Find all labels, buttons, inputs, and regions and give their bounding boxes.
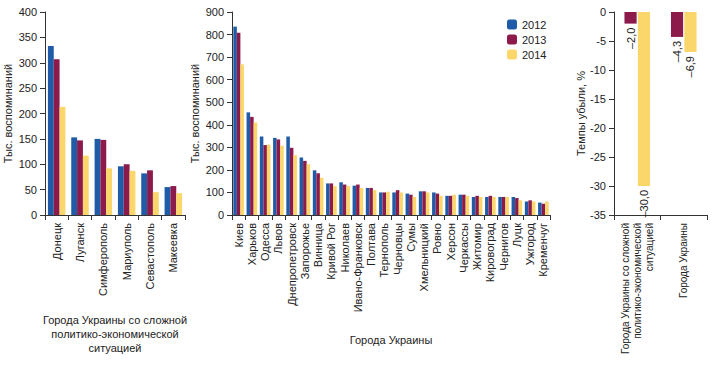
svg-text:300: 300 — [19, 57, 37, 69]
svg-text:200: 200 — [19, 108, 37, 120]
svg-text:-10: -10 — [590, 64, 606, 76]
svg-text:Луганск: Луганск — [74, 223, 86, 262]
svg-text:-25: -25 — [590, 151, 606, 163]
svg-text:Николаев: Николаев — [339, 223, 351, 273]
svg-text:Донецк: Донецк — [51, 223, 63, 260]
svg-text:Днепропетровск: Днепропетровск — [286, 223, 298, 306]
svg-text:600: 600 — [206, 74, 224, 86]
svg-text:Города Украины со сложной: Города Украины со сложной — [43, 314, 187, 326]
svg-text:400: 400 — [19, 6, 37, 18]
svg-text:политико-экономической: политико-экономической — [51, 328, 178, 340]
svg-text:Сумы: Сумы — [405, 223, 417, 252]
svg-text:-5: -5 — [596, 35, 606, 47]
svg-text:0: 0 — [31, 209, 37, 221]
svg-text:Ивано-Франковск: Ивано-Франковск — [352, 223, 364, 313]
svg-text:700: 700 — [206, 51, 224, 63]
svg-text:Черкассы: Черкассы — [458, 223, 470, 273]
svg-text:Ровно: Ровно — [431, 223, 443, 254]
svg-text:0: 0 — [600, 6, 606, 18]
svg-text:900: 900 — [206, 6, 224, 18]
svg-text:политико-экономической: политико-экономической — [632, 223, 643, 339]
svg-text:Кировоград: Кировоград — [484, 222, 496, 282]
svg-text:300: 300 — [206, 141, 224, 153]
svg-text:200: 200 — [206, 164, 224, 176]
svg-text:-20: -20 — [590, 122, 606, 134]
svg-text:Луцк: Луцк — [511, 223, 523, 247]
svg-text:Ужгород: Ужгород — [524, 222, 536, 265]
svg-text:Львов: Львов — [272, 223, 284, 254]
svg-text:ситуацией: ситуацией — [644, 223, 655, 271]
svg-text:Харьков: Харьков — [246, 223, 258, 265]
svg-text:Полтава: Полтава — [365, 222, 377, 266]
svg-text:Севастополь: Севастополь — [144, 223, 156, 290]
svg-text:Чернигов: Чернигов — [498, 223, 510, 271]
svg-text:Одесса: Одесса — [259, 222, 271, 261]
svg-text:Симферополь: Симферополь — [97, 223, 109, 296]
svg-text:0: 0 — [218, 209, 224, 221]
svg-text:–2,0: –2,0 — [625, 28, 637, 49]
svg-text:150: 150 — [19, 133, 37, 145]
svg-text:50: 50 — [25, 184, 37, 196]
svg-text:350: 350 — [19, 31, 37, 43]
svg-text:-35: -35 — [590, 209, 606, 221]
svg-text:Тыс. воспоминаний: Тыс. воспоминаний — [189, 64, 201, 163]
svg-text:–30,0: –30,0 — [638, 190, 650, 218]
svg-text:Города Украины: Города Украины — [350, 334, 433, 346]
svg-text:Темпы убыли, %: Темпы убыли, % — [575, 71, 587, 156]
svg-text:2014: 2014 — [522, 49, 546, 61]
svg-text:–6,9: –6,9 — [684, 56, 696, 77]
svg-text:–4,3: –4,3 — [671, 41, 683, 62]
svg-text:ситуацией: ситуацией — [88, 342, 141, 354]
svg-text:250: 250 — [19, 82, 37, 94]
svg-text:Винница: Винница — [312, 222, 324, 267]
svg-text:Черновцы: Черновцы — [392, 223, 404, 275]
svg-text:Города Украины: Города Украины — [678, 223, 689, 298]
svg-text:500: 500 — [206, 96, 224, 108]
svg-text:Запорожье: Запорожье — [299, 223, 311, 279]
svg-text:2013: 2013 — [522, 34, 546, 46]
svg-text:100: 100 — [19, 158, 37, 170]
svg-text:Киев: Киев — [233, 223, 245, 248]
svg-text:100: 100 — [206, 186, 224, 198]
svg-text:2012: 2012 — [522, 19, 546, 31]
svg-text:Херсон: Херсон — [445, 223, 457, 260]
svg-text:Тернополь: Тернополь — [378, 223, 390, 278]
svg-text:Города Украины со сложной: Города Украины со сложной — [620, 223, 631, 354]
svg-text:-30: -30 — [590, 180, 606, 192]
svg-text:Макеевка: Макеевка — [167, 222, 179, 272]
svg-text:800: 800 — [206, 29, 224, 41]
svg-text:Мариуполь: Мариуполь — [121, 223, 133, 280]
svg-text:-15: -15 — [590, 93, 606, 105]
svg-text:Кривой Рог: Кривой Рог — [325, 223, 337, 280]
svg-text:Хмельницкий: Хмельницкий — [418, 223, 430, 291]
svg-text:Житомир: Житомир — [471, 223, 483, 270]
svg-text:400: 400 — [206, 119, 224, 131]
svg-text:Тыс. воспоминаний: Тыс. воспоминаний — [2, 64, 14, 163]
svg-text:Кременчуг: Кременчуг — [537, 223, 549, 277]
